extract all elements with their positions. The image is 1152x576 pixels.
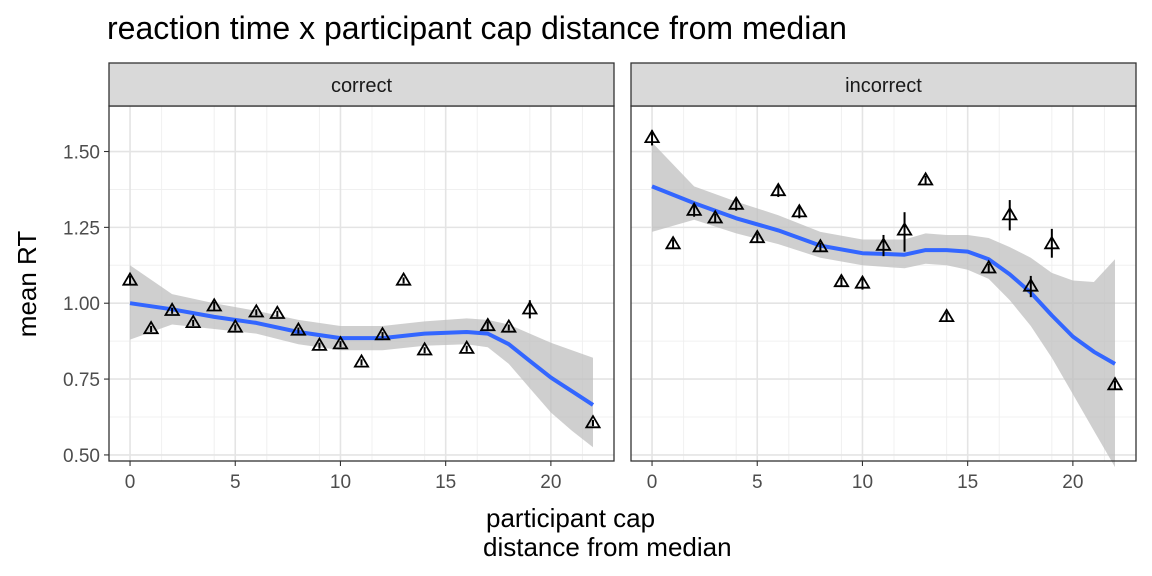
x-tick-label: 20 — [1062, 472, 1083, 493]
data-point — [938, 308, 955, 323]
x-tick-label: 15 — [435, 472, 456, 493]
data-point — [227, 318, 244, 333]
y-tick-label: 0.50 — [63, 446, 100, 467]
x-axis-title-line2: distance from median — [483, 532, 732, 562]
x-tick-label: 20 — [540, 472, 561, 493]
data-point — [458, 339, 475, 354]
data-point — [353, 353, 370, 368]
x-tick-label: 0 — [125, 472, 136, 493]
data-point — [248, 303, 265, 318]
panel-correct: correct 0 5 10 15 20 — [108, 62, 615, 493]
data-point — [163, 302, 181, 316]
facet-strip-label: incorrect — [845, 75, 922, 97]
x-tick-label: 5 — [230, 472, 241, 493]
data-point — [479, 317, 496, 332]
confidence-ribbon — [130, 265, 593, 448]
y-tick-label: 1.50 — [63, 143, 100, 164]
data-point — [664, 235, 682, 250]
y-tick-label: 0.75 — [63, 370, 100, 391]
data-point — [706, 209, 724, 224]
data-point — [1022, 277, 1039, 292]
smooth-line — [129, 301, 595, 407]
data-point — [206, 297, 223, 312]
x-axis-title-line1: participant cap — [486, 503, 655, 533]
data-point — [812, 238, 829, 253]
data-point — [374, 326, 391, 341]
data-point — [121, 271, 139, 286]
data-point — [685, 201, 703, 216]
y-tick-label: 1.00 — [63, 294, 100, 315]
data-point — [584, 414, 602, 429]
data-point — [875, 236, 892, 251]
x-tick-label: 0 — [647, 472, 658, 493]
data-point — [290, 321, 307, 336]
data-point — [980, 259, 997, 274]
data-point — [142, 320, 160, 335]
y-axis: 0.50 0.75 1.00 1.25 1.50 — [63, 143, 109, 467]
data-point — [833, 273, 850, 288]
y-tick-label: 1.25 — [63, 218, 100, 239]
data-point — [184, 314, 202, 329]
data-point — [1043, 235, 1061, 250]
facet-strip-label: correct — [331, 75, 393, 97]
chart-title: reaction time x participant cap distance… — [107, 10, 847, 46]
panels-group: correct 0 5 10 15 20 incorrect 0 5 10 15 20 — [108, 62, 1137, 493]
data-point — [416, 341, 433, 356]
data-point — [332, 335, 349, 350]
data-point — [395, 271, 412, 286]
data-point — [1001, 206, 1018, 221]
data-point — [770, 182, 787, 197]
data-point — [791, 203, 808, 218]
data-point — [1106, 376, 1124, 391]
data-point — [854, 274, 871, 289]
data-point — [521, 300, 539, 315]
data-point — [896, 221, 913, 236]
smooth-line — [651, 184, 1116, 366]
x-tick-label: 10 — [852, 472, 873, 493]
data-point — [917, 171, 934, 186]
data-point — [749, 229, 766, 244]
facet-strip — [630, 62, 1137, 107]
x-tick-label: 15 — [957, 472, 978, 493]
data-point — [269, 305, 286, 319]
data-point — [500, 318, 517, 333]
data-point — [728, 195, 745, 210]
panel-background — [109, 106, 614, 461]
panel-incorrect: incorrect 0 5 10 15 20 — [630, 62, 1137, 493]
y-axis-title: mean RT — [12, 231, 42, 338]
data-point — [643, 129, 661, 144]
x-tick-label: 10 — [330, 472, 351, 493]
confidence-ribbon — [652, 142, 1115, 468]
facet-strip — [108, 62, 615, 107]
data-point — [311, 336, 328, 351]
x-tick-label: 5 — [752, 472, 763, 493]
